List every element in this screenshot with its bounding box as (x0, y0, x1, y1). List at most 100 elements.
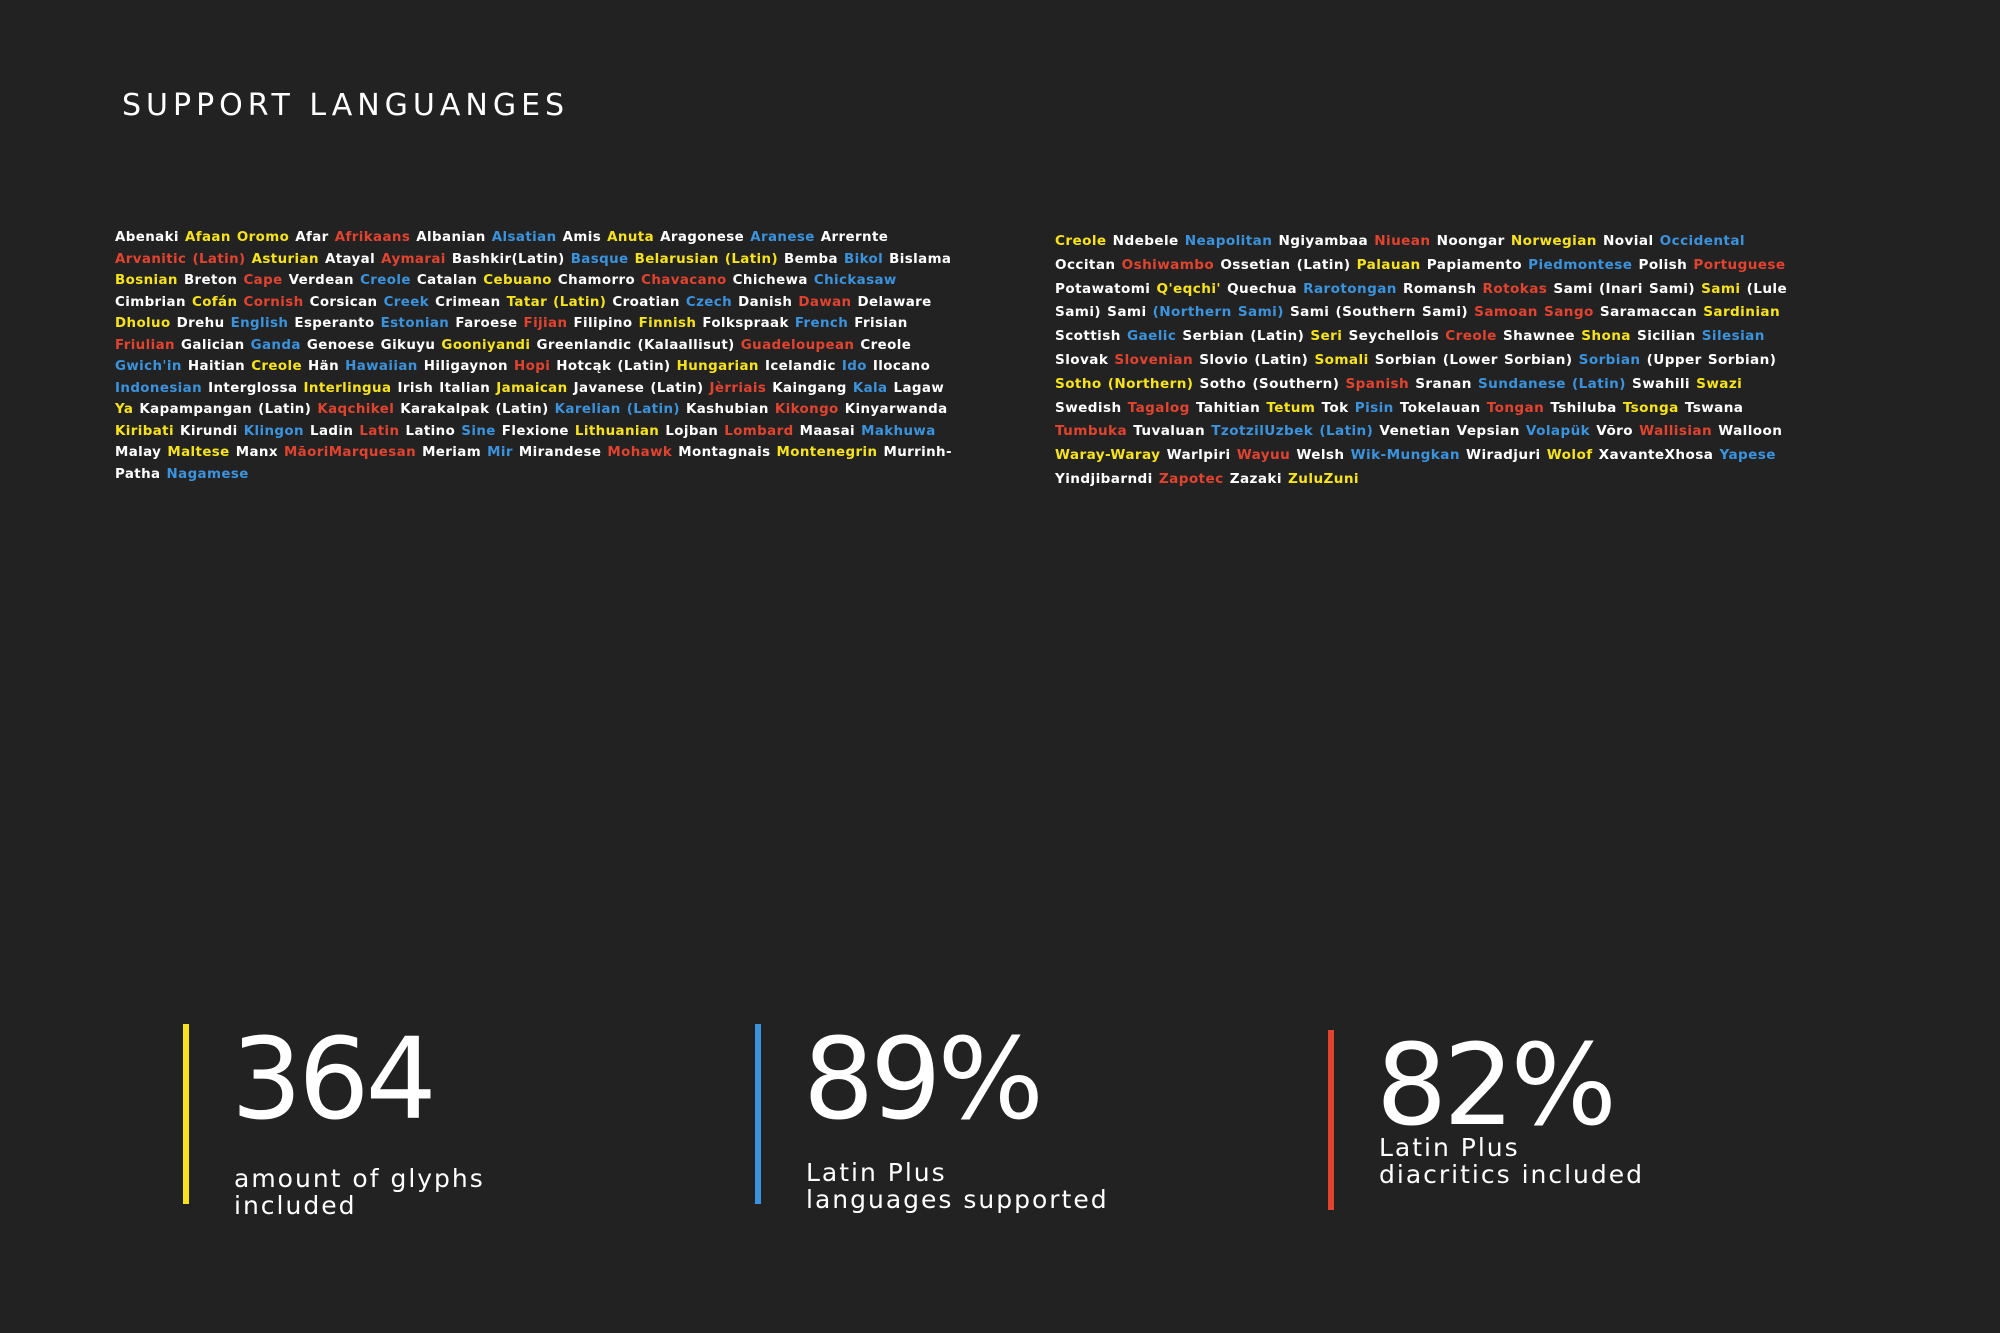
language-name: Yapese (1719, 447, 1776, 464)
language-name: Spanish (1345, 375, 1410, 392)
language-name: Mohawk (607, 445, 673, 460)
language-name: Bashkir(Latin) (451, 251, 565, 267)
language-name: French (794, 316, 849, 331)
language-name: Aragonese (660, 230, 745, 245)
language-name: Yindjibarndi (1055, 470, 1153, 487)
language-name: Creole (251, 359, 302, 374)
language-name: Venetian (1379, 423, 1451, 440)
stat-caption: Latin Plus diacritics included (1379, 1133, 1645, 1189)
language-name: Latin (359, 423, 400, 439)
language-name: Alsatian (491, 230, 557, 245)
language-name: Occidental (1659, 233, 1745, 249)
language-name: Tsonga (1622, 399, 1679, 416)
language-name: MāoriMarquesan (283, 445, 416, 460)
language-name: Asturian (251, 251, 319, 267)
stat-bar-yellow (183, 1024, 189, 1204)
language-name: Walloon (1718, 423, 1783, 440)
language-name: Friulian (115, 337, 175, 353)
language-name: Sami (Inari Sami) (1553, 280, 1695, 297)
language-name: Slovenian (1114, 351, 1194, 368)
language-name: Abenaki (115, 230, 179, 245)
language-name: Corsican (309, 294, 378, 310)
language-name: Vepsian (1456, 423, 1520, 440)
language-name: Novial (1603, 233, 1654, 249)
language-name: Cofán (191, 294, 238, 310)
language-name: Swazi (1696, 375, 1743, 392)
language-name: Sundanese (Latin) (1477, 375, 1626, 392)
language-name: Tuvaluan (1133, 423, 1206, 440)
language-name: Creole (860, 337, 912, 353)
language-name: Sotho (Northern) (1055, 375, 1194, 392)
language-name: Galician (181, 337, 245, 353)
language-name: Albanian (416, 230, 486, 245)
language-name: Lombard (724, 423, 794, 439)
language-name: Manx (235, 445, 278, 460)
language-name: Kikongo (774, 402, 839, 417)
language-name: Czech (685, 294, 733, 310)
language-name: Karelian (Latin) (554, 402, 680, 417)
language-name: Tumbuka (1055, 423, 1128, 440)
language-name: Tswana (1684, 399, 1744, 416)
language-name: Seychellois (1348, 328, 1440, 345)
language-name: Tok (1321, 399, 1349, 416)
language-name: Tahitian (1195, 399, 1261, 416)
language-name: Cimbrian (115, 294, 186, 310)
language-name: Kaingang (772, 380, 847, 396)
language-name: Interglossa (208, 380, 298, 396)
language-name: Jèrriais (709, 380, 767, 396)
language-name: Q'eqchi' (1156, 280, 1221, 297)
language-name: Icelandic (764, 359, 836, 374)
language-name: Mirandese (518, 445, 602, 460)
language-name: Shona (1581, 328, 1631, 345)
language-name: Hawaiian (345, 359, 418, 374)
language-name: Meriam (422, 445, 482, 460)
language-name: Ido (841, 359, 867, 374)
language-name: Zapotec (1158, 470, 1224, 487)
language-name: Cape (243, 273, 283, 288)
language-name: (Upper Sorbian) (1646, 351, 1777, 368)
language-name: Javanese (Latin) (573, 380, 704, 396)
language-name: Swedish (1055, 399, 1122, 416)
language-name: Ossetian (Latin) (1220, 256, 1351, 273)
language-name: Afrikaans (334, 230, 411, 245)
language-name: Kirundi (180, 423, 238, 439)
language-name: Danish (738, 294, 793, 310)
language-name: Cebuano (483, 273, 552, 288)
language-name: Bemba (784, 251, 838, 267)
language-name: Chamorro (557, 273, 636, 288)
language-name: Ganda (250, 337, 301, 353)
language-name: Ngiyambaa (1278, 233, 1369, 249)
language-name: Piedmontese (1528, 256, 1633, 273)
language-name: Hungarian (676, 359, 759, 374)
language-name: Verdean (288, 273, 354, 288)
language-name: Guadeloupean (740, 337, 855, 353)
language-name: Gikuyu (380, 337, 436, 353)
language-name: Tokelauan (1399, 399, 1481, 416)
language-name: Estonian (380, 316, 450, 331)
language-name: Aymarai (381, 251, 446, 267)
language-name: Somali (1314, 351, 1369, 368)
language-name: Mir (487, 445, 513, 460)
language-name: Kaqchikel (317, 402, 395, 417)
language-name: Anuta (607, 230, 655, 245)
language-name: Interlingua (303, 380, 392, 396)
language-name: Seri (1310, 328, 1343, 345)
language-name: Chavacano (641, 273, 727, 288)
language-name: Bislama (889, 251, 952, 267)
language-name: Bosnian (115, 273, 178, 288)
language-name: Creole (1445, 328, 1497, 345)
language-name: Sranan (1415, 375, 1472, 392)
language-name: Genoese (306, 337, 375, 353)
language-name: English (230, 316, 289, 331)
language-name: Gaelic (1126, 328, 1177, 345)
language-name: Chichewa (732, 273, 808, 288)
language-name: Kashubian (685, 402, 769, 417)
language-name: Ya (115, 402, 134, 417)
language-name: Irish (397, 380, 434, 396)
language-name: Sorbian (Lower Sorbian) (1374, 351, 1573, 368)
language-name: Murrinh-Patha (115, 445, 952, 482)
language-name: Filipino (573, 316, 633, 331)
language-name: Kinyarwanda (844, 402, 948, 417)
stat-diacritics: 82% Latin Plus diacritics included (1328, 1030, 1748, 1210)
language-name: Sotho (Southern) (1199, 375, 1340, 392)
